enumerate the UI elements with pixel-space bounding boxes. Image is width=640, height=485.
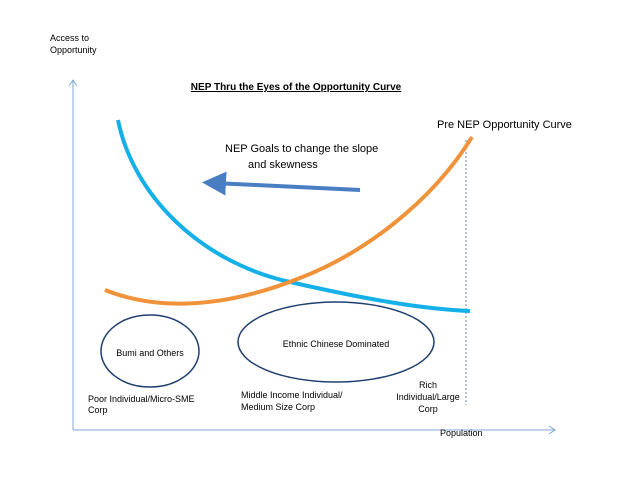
nep-goal-arrow — [202, 171, 361, 196]
pre-nep-curve-label: Pre NEP Opportunity Curve — [437, 119, 572, 131]
bumi-and-others-label: Bumi and Others — [116, 348, 184, 358]
ethnic-chinese-label: Ethnic Chinese Dominated — [283, 339, 390, 349]
y-axis-label-line2: Opportunity — [50, 45, 97, 55]
orange-pre-nep-curve — [104, 135, 474, 306]
middle-group-label-line2: Medium Size Corp — [241, 402, 315, 412]
poor-group-label-line2: Corp — [88, 405, 108, 415]
y-axis-label-line1: Access to — [50, 33, 89, 43]
poor-group-label-line1: Poor Individual/Micro-SME — [88, 394, 195, 404]
nep-goal-label-line2: and skewness — [248, 159, 318, 171]
blue-opportunity-curve — [116, 119, 471, 313]
rich-group-label-line1: Rich — [419, 380, 437, 390]
diagram-title: NEP Thru the Eyes of the Opportunity Cur… — [191, 82, 402, 93]
rich-group-label-line2: Individual/Large — [396, 392, 460, 402]
x-axis-label: Population — [440, 428, 483, 438]
middle-group-label-line1: Middle Income Individual/ — [241, 390, 343, 400]
rich-group-label-line3: Corp — [418, 404, 438, 414]
nep-goal-label-line1: NEP Goals to change the slope — [225, 143, 378, 155]
bumi-and-others-ellipse — [100, 314, 200, 388]
ethnic-chinese-ellipse — [237, 301, 435, 383]
